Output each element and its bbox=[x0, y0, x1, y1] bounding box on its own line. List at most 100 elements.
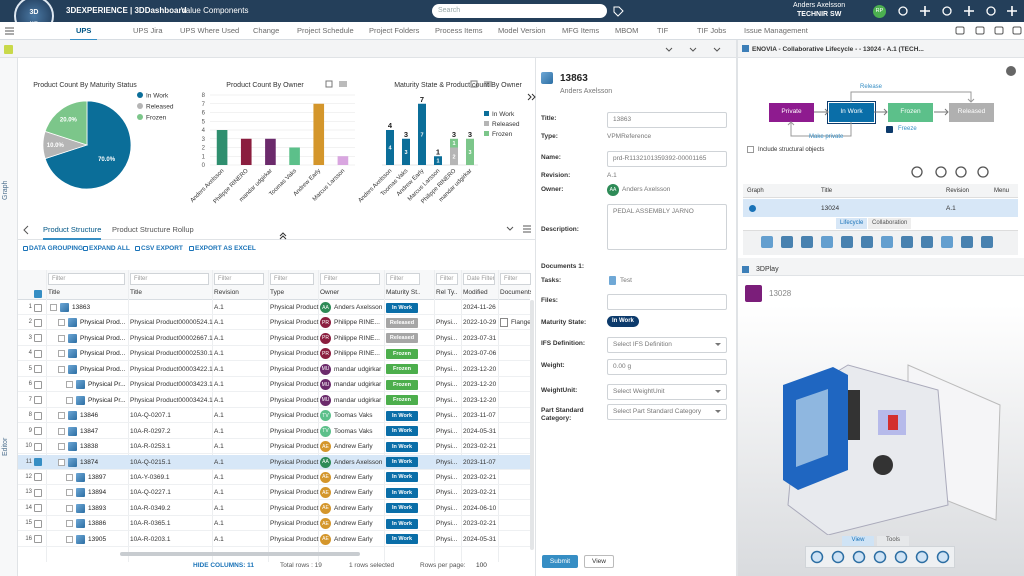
table-row[interactable] bbox=[18, 470, 530, 485]
table-row[interactable] bbox=[18, 362, 530, 377]
row-checkbox[interactable] bbox=[34, 365, 42, 374]
expander[interactable] bbox=[58, 443, 65, 451]
tab[interactable]: Process Items bbox=[435, 26, 483, 35]
row-checkbox[interactable] bbox=[34, 318, 42, 327]
row-checkbox[interactable] bbox=[34, 458, 42, 466]
viewer-tab[interactable]: Tools bbox=[877, 536, 909, 546]
filter-input[interactable]: Filter bbox=[214, 273, 264, 285]
column-header[interactable]: Rel Ty... bbox=[436, 289, 458, 296]
row-checkbox[interactable] bbox=[34, 442, 42, 451]
select-input[interactable]: Select Part Standard Category bbox=[607, 404, 727, 420]
filter-input[interactable]: Filter bbox=[130, 273, 209, 285]
state-node[interactable]: Frozen bbox=[888, 103, 933, 122]
grid-row[interactable] bbox=[743, 199, 1018, 217]
column-header[interactable]: Title bbox=[130, 289, 143, 296]
transition-label[interactable]: Make private bbox=[809, 134, 844, 140]
select-input[interactable]: Select IFS Definition bbox=[607, 337, 727, 353]
tab[interactable]: Project Schedule bbox=[297, 26, 354, 35]
structure-tab[interactable]: Product Structure bbox=[43, 225, 102, 240]
table-row[interactable] bbox=[18, 315, 530, 331]
checkbox[interactable] bbox=[747, 146, 754, 153]
row-checkbox[interactable] bbox=[34, 519, 42, 528]
tab[interactable]: Project Folders bbox=[369, 26, 420, 35]
view-button[interactable]: View bbox=[584, 555, 614, 568]
table-row[interactable] bbox=[18, 501, 530, 516]
side-label[interactable]: Graph bbox=[2, 180, 9, 200]
structure-tab[interactable]: Product Structure Rollup bbox=[112, 225, 194, 234]
row-checkbox[interactable] bbox=[34, 473, 42, 482]
page-size[interactable]: 100 bbox=[476, 562, 487, 569]
select-all-checkbox[interactable] bbox=[34, 290, 42, 298]
submit-button[interactable]: Submit bbox=[542, 555, 578, 568]
column-header[interactable]: Title bbox=[48, 289, 61, 296]
state-node[interactable]: Private bbox=[769, 103, 814, 122]
action-button[interactable]: DATA GROUPING bbox=[29, 245, 84, 252]
row-checkbox[interactable] bbox=[34, 504, 42, 513]
action-button[interactable]: EXPAND ALL bbox=[89, 245, 130, 252]
tab[interactable]: Model Version bbox=[498, 26, 546, 35]
text-input[interactable]: 13863 bbox=[607, 112, 727, 128]
row-checkbox[interactable] bbox=[34, 411, 42, 420]
tab[interactable]: UPS Jira bbox=[133, 26, 163, 35]
filter-input[interactable]: Filter bbox=[436, 273, 458, 285]
expander[interactable] bbox=[66, 535, 73, 543]
filter-input[interactable]: Filter bbox=[270, 273, 314, 285]
expander[interactable] bbox=[58, 319, 65, 327]
table-row[interactable] bbox=[18, 346, 530, 362]
filter-input[interactable]: Filter bbox=[500, 273, 531, 285]
tab[interactable]: Issue Management bbox=[744, 26, 808, 35]
expander[interactable] bbox=[66, 520, 73, 528]
expander[interactable] bbox=[58, 412, 65, 420]
table-row[interactable] bbox=[18, 331, 530, 346]
expander[interactable] bbox=[58, 365, 65, 373]
row-checkbox[interactable] bbox=[34, 488, 42, 497]
filter-input[interactable]: Date Filter bbox=[463, 273, 495, 285]
row-checkbox[interactable] bbox=[34, 303, 42, 312]
table-row[interactable] bbox=[18, 408, 530, 424]
transition-label[interactable]: Freeze bbox=[898, 126, 917, 132]
row-checkbox[interactable] bbox=[34, 380, 42, 389]
column-header[interactable]: Documents bbox=[500, 289, 531, 296]
expander[interactable] bbox=[66, 396, 73, 404]
table-row[interactable] bbox=[18, 377, 530, 393]
tab[interactable]: UPS bbox=[70, 26, 98, 41]
expander[interactable] bbox=[66, 489, 73, 497]
select-input[interactable]: Select WeightUnit bbox=[607, 384, 727, 400]
column-header[interactable]: Modified bbox=[463, 289, 488, 296]
text-input[interactable]: 0.00 g bbox=[607, 359, 727, 375]
dashboard-name[interactable]: Value Components bbox=[181, 6, 249, 15]
row-checkbox[interactable] bbox=[34, 334, 42, 343]
field-value[interactable]: Test bbox=[620, 277, 632, 284]
tab[interactable]: UPS Where Used bbox=[180, 26, 240, 35]
lifecycle-tab[interactable]: Collaboration bbox=[868, 218, 912, 229]
table-row[interactable] bbox=[18, 485, 530, 501]
column-header[interactable]: Revision bbox=[214, 289, 239, 296]
column-header[interactable]: Owner bbox=[320, 289, 340, 296]
table-row[interactable] bbox=[18, 424, 530, 439]
action-button[interactable]: CSV EXPORT bbox=[141, 245, 183, 252]
tab[interactable]: MFG Items bbox=[562, 26, 600, 35]
tab[interactable]: MBOM bbox=[615, 26, 639, 35]
side-label[interactable]: Editor bbox=[2, 437, 9, 456]
lifecycle-tab[interactable]: Lifecycle bbox=[836, 218, 868, 229]
expander[interactable] bbox=[50, 304, 57, 311]
user-avatar[interactable]: RP bbox=[873, 5, 886, 18]
expander[interactable] bbox=[66, 473, 73, 481]
table-row[interactable] bbox=[18, 300, 530, 315]
text-input[interactable] bbox=[607, 294, 727, 310]
expander[interactable] bbox=[58, 350, 65, 358]
tab[interactable]: TIF Jobs bbox=[697, 26, 727, 35]
tab[interactable]: TIF bbox=[657, 26, 669, 35]
row-checkbox[interactable] bbox=[34, 396, 42, 405]
filter-input[interactable]: Filter bbox=[386, 273, 420, 285]
row-checkbox[interactable] bbox=[34, 349, 42, 358]
text-area[interactable]: PEDAL ASSEMBLY JARNO bbox=[607, 204, 727, 250]
action-button[interactable]: EXPORT AS EXCEL bbox=[195, 245, 256, 252]
column-header[interactable]: Maturity St... bbox=[386, 289, 420, 296]
transition-label[interactable]: Release bbox=[860, 84, 883, 90]
table-row[interactable] bbox=[18, 532, 530, 547]
hide-columns[interactable]: HIDE COLUMNS: 11 bbox=[193, 562, 255, 569]
viewer-tab[interactable]: View bbox=[842, 536, 874, 546]
row-checkbox[interactable] bbox=[34, 535, 42, 544]
expander[interactable] bbox=[66, 504, 73, 512]
